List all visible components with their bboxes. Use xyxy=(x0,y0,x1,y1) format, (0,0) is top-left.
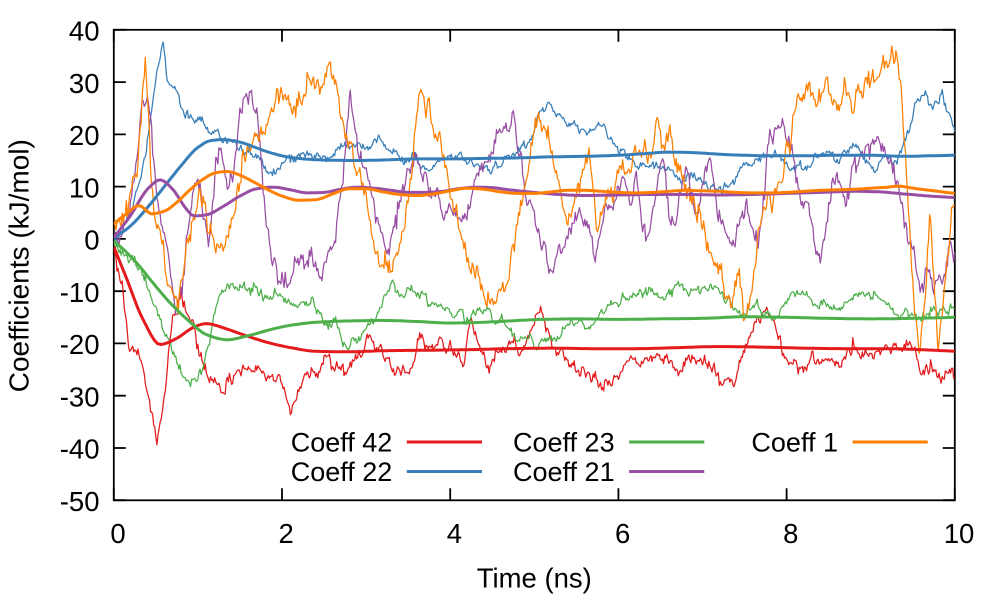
svg-text:Time (ns): Time (ns) xyxy=(477,563,592,594)
svg-text:0: 0 xyxy=(110,518,125,549)
svg-text:6: 6 xyxy=(615,518,630,549)
svg-text:8: 8 xyxy=(783,518,798,549)
svg-text:-50: -50 xyxy=(60,486,100,517)
svg-text:0: 0 xyxy=(84,225,99,256)
svg-text:-40: -40 xyxy=(60,434,100,465)
svg-text:Coeff 23: Coeff 23 xyxy=(513,427,615,457)
svg-text:-20: -20 xyxy=(60,329,100,360)
svg-text:10: 10 xyxy=(944,518,975,549)
svg-text:20: 20 xyxy=(69,120,100,151)
svg-text:Coefficients (kJ/mol): Coefficients (kJ/mol) xyxy=(4,139,35,392)
svg-text:2: 2 xyxy=(279,518,294,549)
svg-text:Coeff 22: Coeff 22 xyxy=(291,457,393,487)
svg-text:Coeff 1: Coeff 1 xyxy=(751,427,838,457)
svg-text:40: 40 xyxy=(69,16,100,47)
svg-text:-30: -30 xyxy=(60,381,100,412)
svg-text:-10: -10 xyxy=(60,277,100,308)
svg-text:4: 4 xyxy=(447,518,462,549)
svg-text:Coeff 21: Coeff 21 xyxy=(513,457,615,487)
svg-text:30: 30 xyxy=(69,68,100,99)
svg-text:Coeff 42: Coeff 42 xyxy=(291,427,393,457)
svg-text:10: 10 xyxy=(69,172,100,203)
